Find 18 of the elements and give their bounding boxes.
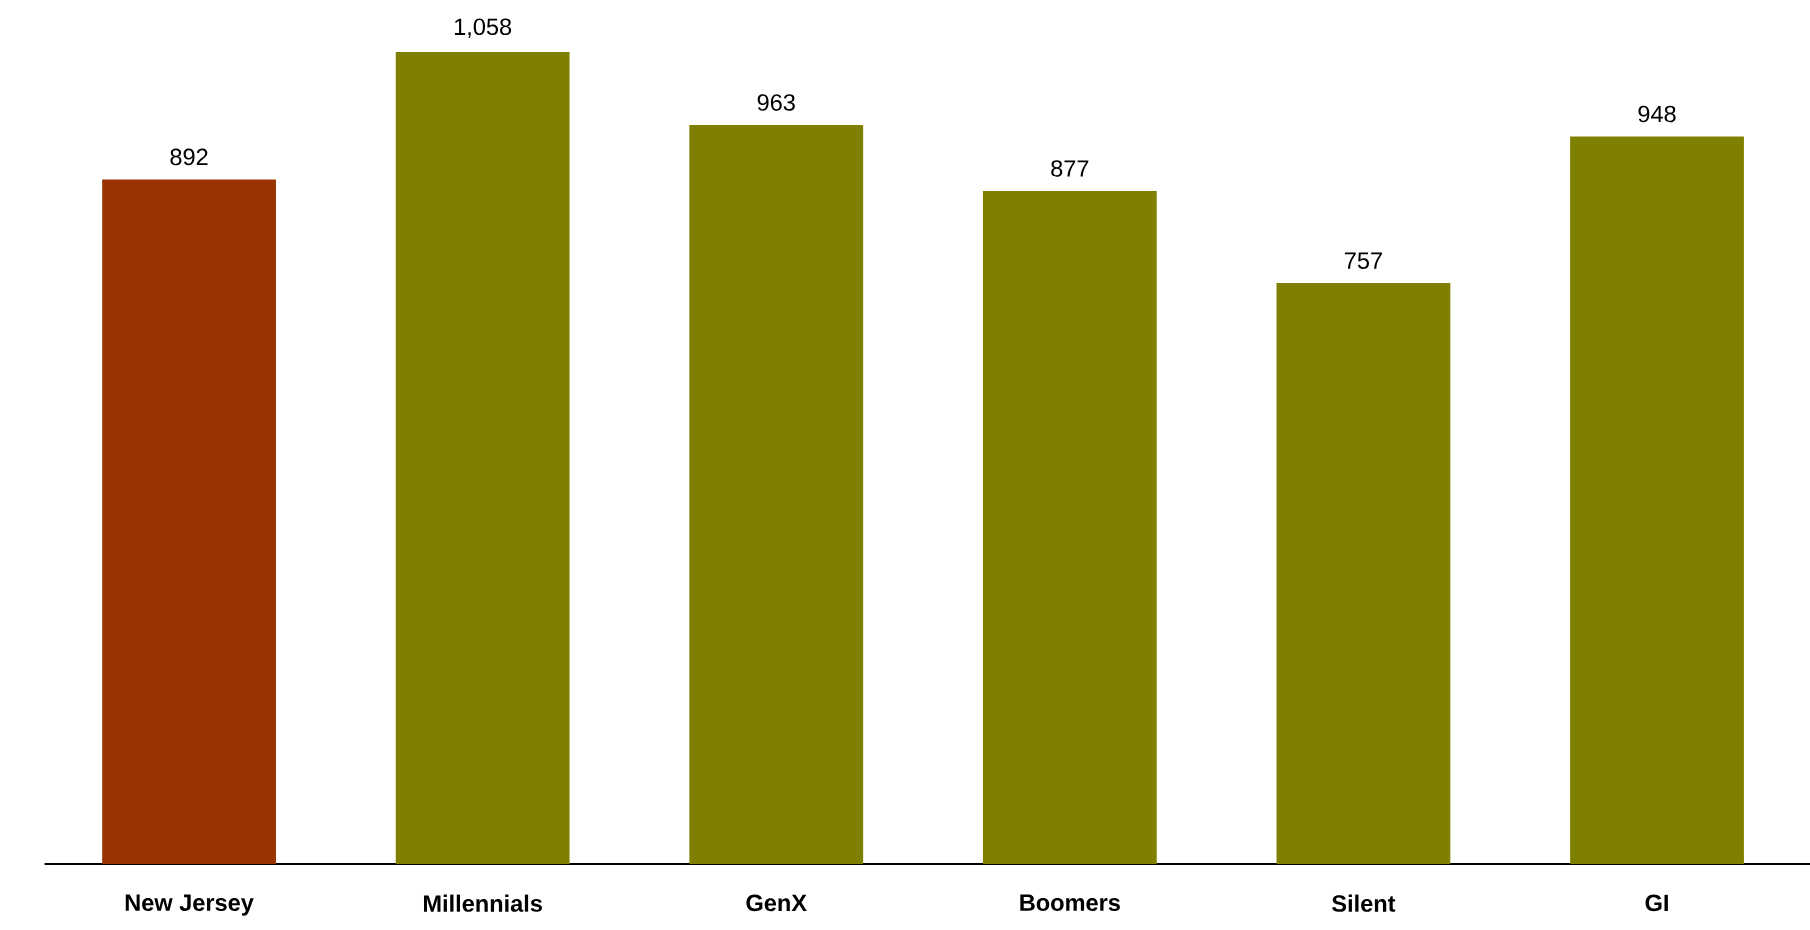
bar (1276, 283, 1451, 865)
bar (1570, 136, 1744, 865)
x-tick-label: GI (1645, 894, 1668, 912)
x-tick-label: Boomers (1020, 894, 1120, 912)
data-label: 877 (1051, 160, 1089, 177)
data-label: 892 (170, 148, 208, 166)
bar (689, 125, 864, 865)
bar (395, 52, 570, 865)
x-tick-label: Millennials (423, 894, 542, 912)
data-label: 757 (1344, 252, 1382, 269)
data-label: 948 (1638, 105, 1676, 123)
bar (982, 191, 1157, 865)
x-tick-label: New Jersey (125, 894, 254, 916)
data-label: 963 (757, 94, 795, 111)
x-tick-label: GenX (746, 894, 807, 912)
bar (102, 179, 276, 865)
x-tick-label: Silent (1332, 894, 1396, 912)
data-label: 1,058 (454, 18, 512, 38)
